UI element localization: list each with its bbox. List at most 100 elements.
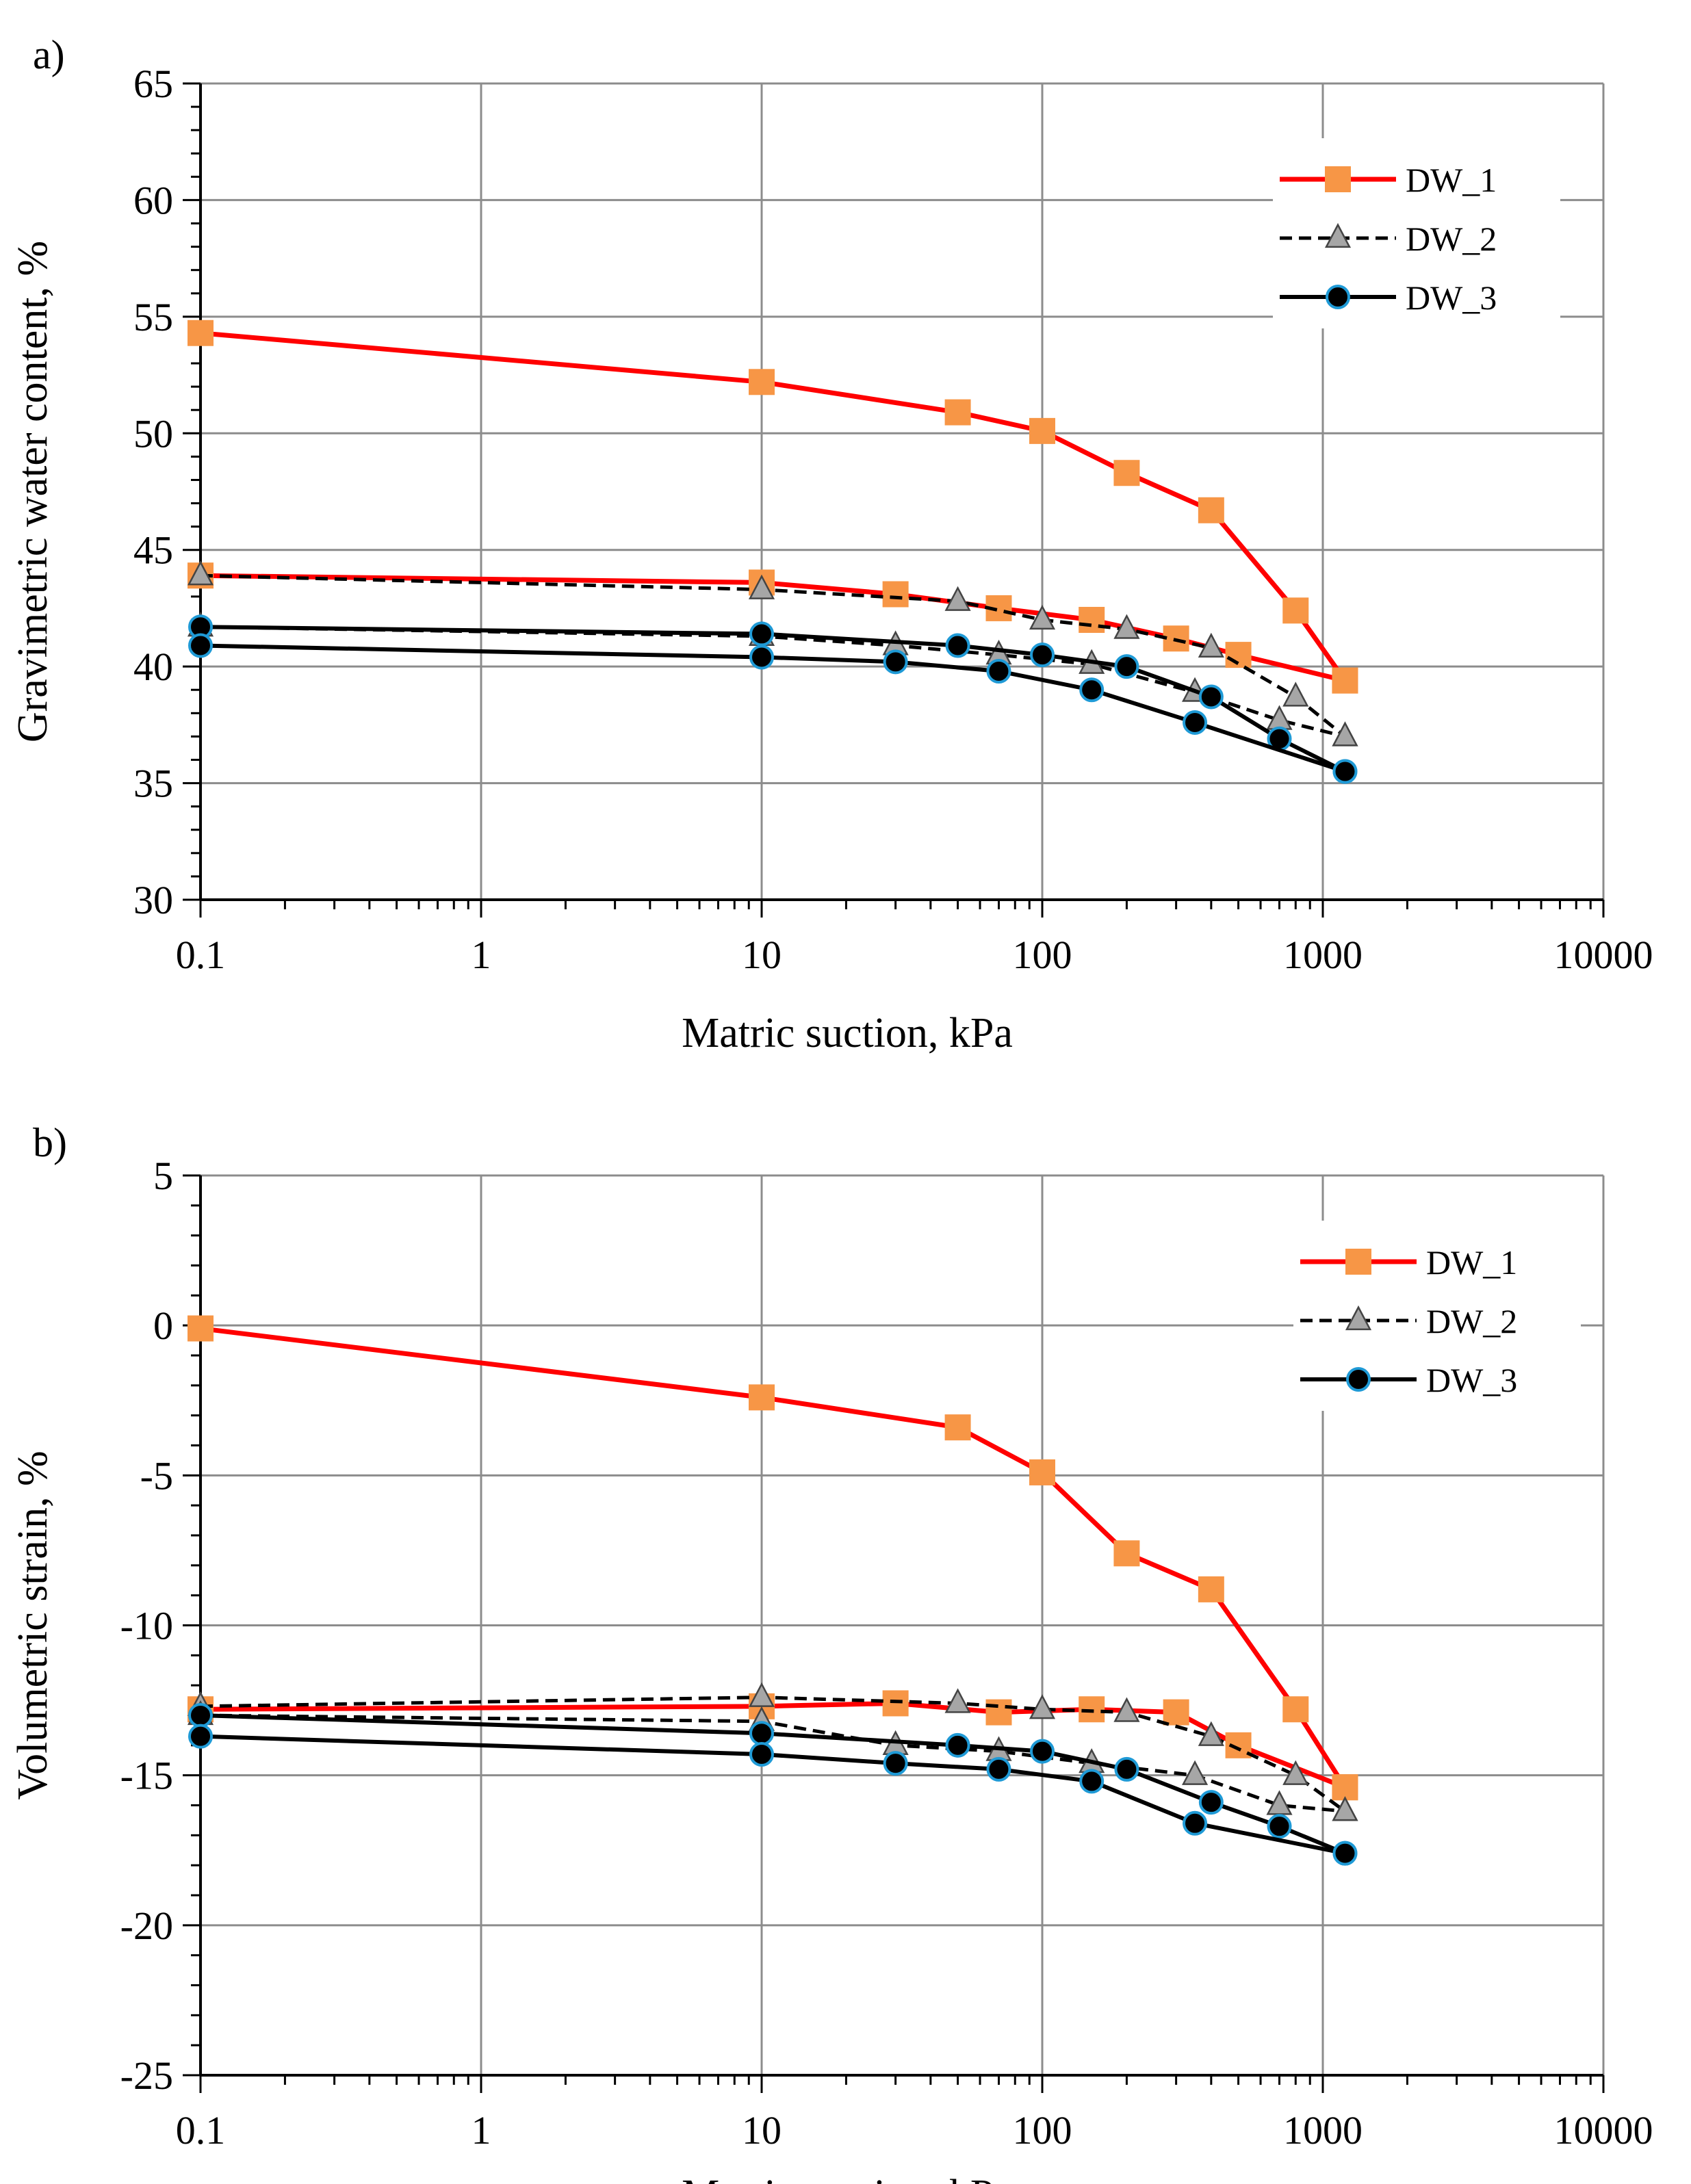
data-point [748,574,775,599]
data-point [1282,597,1309,624]
data-point [1198,684,1224,710]
x-axis-title: Matric suction, kPa [682,1010,1013,1056]
series-line [200,330,1347,682]
data-point [883,1751,908,1776]
data-point [1030,642,1055,668]
legend-marker [1345,1305,1372,1331]
data-point [1267,1814,1292,1839]
data-point [882,581,909,608]
y-axis-title: Volumetric strain, % [10,1451,56,1799]
data-point [986,1756,1011,1782]
series-line [200,1695,1346,1813]
panel-label: a) [33,32,65,77]
data-point [1332,667,1358,694]
x-tick-label: 1 [472,933,491,977]
y-tick-label: -15 [120,1754,173,1798]
y-tick-label: 60 [133,178,173,222]
legend-marker [1345,1249,1371,1275]
data-point [945,1732,970,1758]
chart-panel-b: -25 -20 -15 -10 -5 0 5 0.1 1 10 100 1000 10000 Matric… [10,1120,1653,2184]
data-point [1183,1810,1208,1836]
data-point [749,1384,775,1411]
data-point [1332,759,1358,784]
data-point [749,1721,774,1746]
data-point [944,586,971,611]
legend-marker [1346,1367,1371,1392]
legend-marker [1324,222,1352,248]
panel-label: b) [33,1120,67,1165]
x-tick-label: 1 [472,2108,491,2153]
data-point [1198,1721,1224,1746]
y-tick-label: 55 [133,295,173,339]
x-axis-title: Matric suction, kPa [682,2172,1013,2184]
data-point [749,645,774,670]
legend-label: DW_1 [1426,1243,1517,1282]
data-point [1198,1576,1224,1602]
data-point [749,621,774,647]
data-point [1282,681,1309,707]
data-point [748,1682,775,1707]
y-tick-label: 65 [133,62,173,106]
data-point [1030,1739,1055,1764]
y-tick-label: -25 [120,2053,173,2098]
chart-panel-a: 30 35 40 45 50 55 60 65 0.1 1 10 100 1000 10000 Matric… [10,32,1653,1056]
x-tick-label: 100 [1013,933,1072,977]
data-point [944,1688,971,1713]
data-point [1113,1540,1140,1567]
data-point [1114,654,1139,679]
data-point [1079,606,1105,633]
data-point [1079,1769,1105,1794]
legend-label: DW_3 [1426,1361,1517,1399]
data-point [1183,710,1208,735]
series-line [200,1326,1347,1789]
x-tick-label: 100 [1013,2108,1072,2153]
data-point [187,560,214,586]
data-point [1029,1459,1055,1485]
data-point [1332,1841,1358,1866]
data-point [188,320,214,346]
series-line [200,625,1346,774]
legend: DW_1 DW_2 DW_3 [1293,1221,1581,1411]
data-point [188,633,213,658]
data-point [1079,677,1105,703]
y-tick-label: 30 [133,878,173,922]
data-point [1198,632,1224,658]
data-point [1225,642,1252,668]
x-tick-label: 1000 [1283,933,1363,977]
data-point [1029,417,1055,444]
x-tick-label: 10000 [1554,2108,1653,2153]
legend-label: DW_1 [1406,161,1497,199]
legend-marker [1326,285,1350,309]
y-tick-label: 0 [153,1303,173,1348]
data-point [945,633,970,658]
data-point [188,1315,214,1342]
legend: DW_1 DW_2 DW_3 [1273,138,1560,328]
data-point [1332,1796,1358,1821]
data-point [1282,1760,1309,1785]
x-tick-label: 10 [742,933,782,977]
data-point [883,649,908,675]
data-point [1198,1790,1224,1815]
data-point [986,658,1011,684]
data-point [1113,614,1140,639]
series-dw3-5 [188,1724,1358,1866]
data-point [1113,1697,1140,1722]
data-point [944,399,971,426]
data-point [1332,721,1358,746]
data-point [1282,1696,1309,1723]
data-point [944,1414,971,1441]
data-point [1163,1699,1189,1726]
data-point [1029,604,1056,630]
y-tick-label: 35 [133,762,173,806]
y-tick-label: 40 [133,645,173,689]
data-point [188,1703,213,1728]
data-point [749,1741,774,1767]
legend-label: DW_2 [1406,220,1497,258]
data-point [188,1724,213,1749]
data-point [1113,460,1140,486]
y-tick-label: 50 [133,411,173,456]
data-point [1181,1760,1209,1785]
series-dw3-5 [188,633,1358,784]
x-tick-label: 0.1 [176,933,226,977]
